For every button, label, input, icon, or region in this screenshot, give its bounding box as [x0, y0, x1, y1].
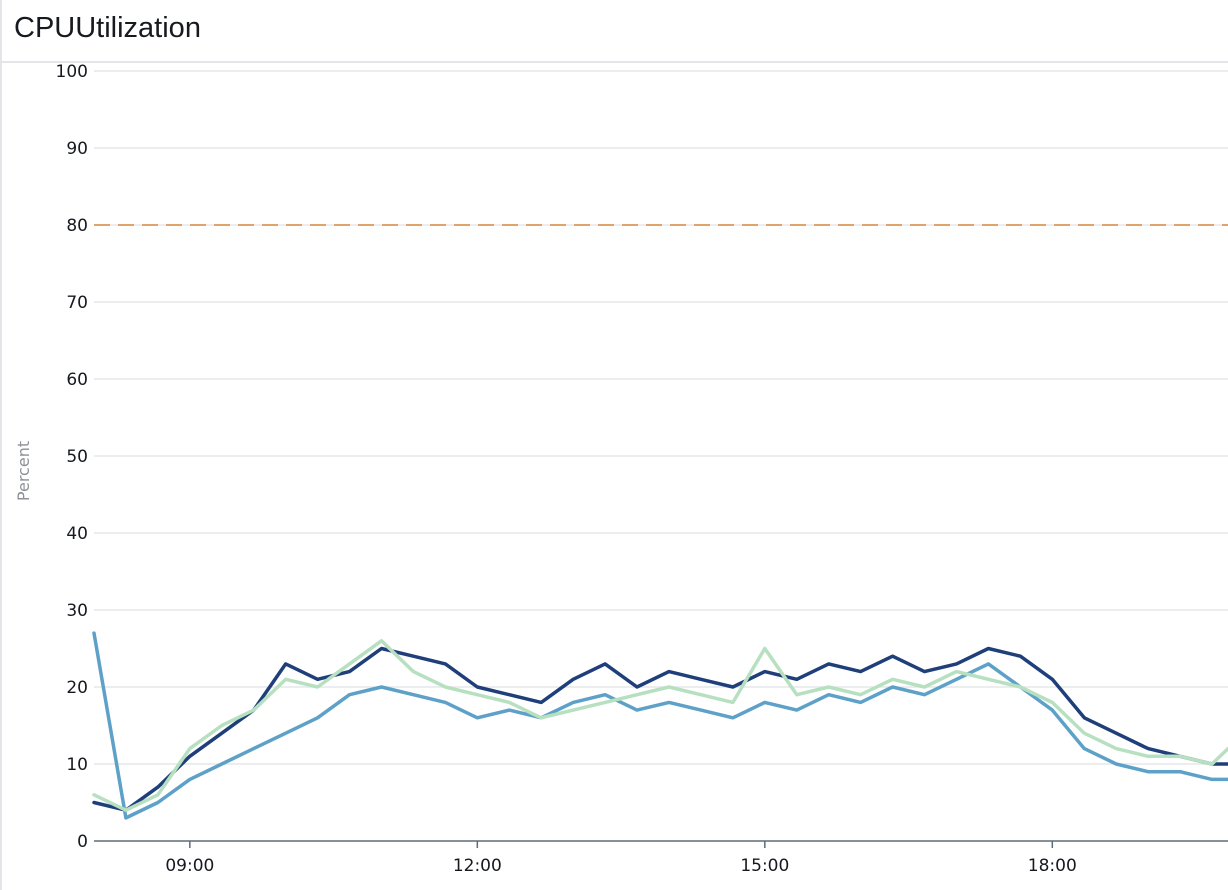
y-tick-label: 90 [66, 139, 88, 159]
y-tick-label: 20 [66, 678, 88, 698]
y-tick-label: 30 [66, 601, 88, 621]
chart-title: CPUUtilization [14, 12, 201, 44]
x-tick-label: 09:00 [165, 856, 214, 876]
y-tick-label: 100 [56, 62, 88, 82]
y-tick-label: 10 [66, 755, 88, 775]
y-tick-label: 0 [77, 832, 88, 852]
series-line-1[interactable] [92, 646, 1228, 812]
series-line-2[interactable] [92, 631, 1228, 820]
y-tick-label: 50 [66, 447, 88, 467]
x-tick-label: 12:00 [453, 856, 502, 876]
title-divider [2, 61, 1228, 63]
y-tick-label: 40 [66, 524, 88, 544]
y-axis-label: Percent [14, 441, 33, 501]
y-tick-label: 60 [66, 370, 88, 390]
x-tick-label: 15:00 [740, 856, 789, 876]
series-line-3[interactable] [92, 639, 1228, 812]
y-tick-label: 70 [66, 293, 88, 313]
x-tick-label: 18:00 [1028, 856, 1077, 876]
y-tick-label: 80 [66, 216, 88, 236]
